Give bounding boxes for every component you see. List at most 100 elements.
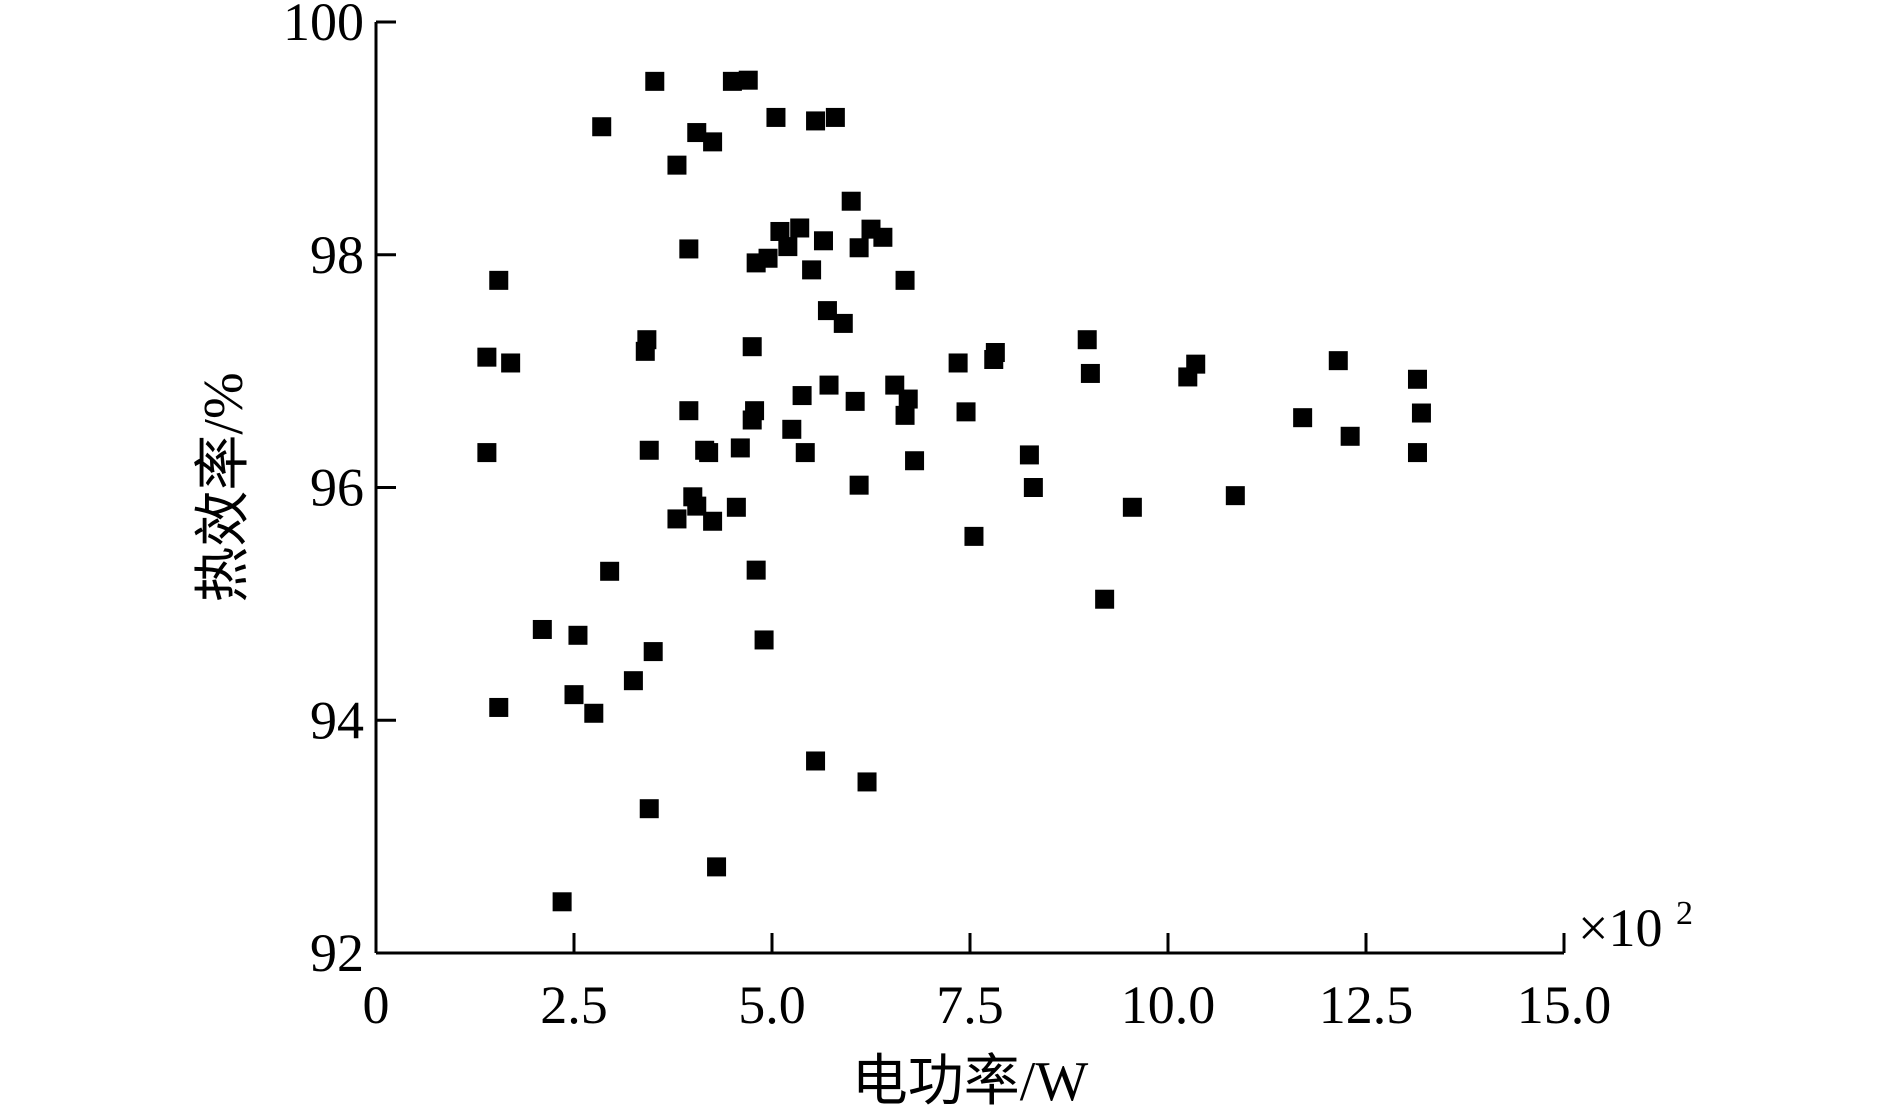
data-point	[722, 71, 742, 91]
data-point	[639, 440, 659, 460]
data-point	[1225, 486, 1245, 506]
data-point	[806, 751, 826, 771]
data-point	[985, 343, 1005, 363]
axis-labels: 电功率/W 热效率/% ×10 2	[193, 372, 1693, 1113]
data-point	[745, 401, 765, 421]
x-axis-multiplier-exponent: 2	[1676, 895, 1693, 932]
data-point	[1411, 403, 1431, 423]
data-point	[845, 391, 865, 411]
data-point	[1186, 354, 1206, 374]
data-point	[948, 353, 968, 373]
data-point	[592, 117, 612, 137]
data-point	[639, 799, 659, 819]
data-point	[667, 509, 687, 529]
data-point	[1340, 426, 1360, 446]
data-points	[477, 70, 1431, 912]
data-point	[489, 270, 509, 290]
x-tick-label: 7.5	[936, 975, 1004, 1035]
data-point	[687, 496, 707, 516]
x-tick-label: 2.5	[540, 975, 608, 1035]
data-point	[956, 402, 976, 422]
x-axis-multiplier-base: ×10	[1578, 898, 1662, 958]
data-point	[679, 239, 699, 259]
data-point	[667, 155, 687, 175]
data-point	[584, 703, 604, 723]
data-point	[623, 671, 643, 691]
data-point	[703, 511, 723, 531]
data-point	[770, 221, 790, 241]
data-point	[477, 347, 497, 367]
data-point	[679, 401, 699, 421]
data-point	[1077, 330, 1097, 350]
data-point	[857, 772, 877, 792]
x-axis-multiplier: ×10 2	[1578, 895, 1693, 958]
data-point	[1328, 351, 1348, 371]
data-point	[600, 561, 620, 581]
data-point	[817, 301, 837, 321]
x-tick-label: 10.0	[1121, 975, 1216, 1035]
y-tick-label: 100	[283, 0, 364, 52]
y-tick-label: 94	[310, 690, 364, 750]
data-point	[726, 497, 746, 517]
x-tick-label: 5.0	[738, 975, 806, 1035]
data-point	[1407, 369, 1427, 389]
y-tick-label: 92	[310, 923, 364, 983]
data-point	[643, 642, 663, 662]
data-point	[477, 443, 497, 463]
data-point	[873, 227, 893, 247]
data-point	[964, 526, 984, 546]
data-point	[1080, 363, 1100, 383]
axes	[374, 22, 1564, 955]
y-tick-label: 98	[310, 225, 364, 285]
data-point	[849, 238, 869, 258]
data-point	[802, 260, 822, 280]
y-tick-label: 96	[310, 458, 364, 518]
data-point	[778, 237, 798, 257]
data-point	[738, 70, 758, 90]
data-point	[806, 111, 826, 131]
data-point	[795, 443, 815, 463]
x-tick-label: 15.0	[1517, 975, 1612, 1035]
data-point	[1023, 478, 1043, 497]
x-tick-label: 12.5	[1319, 975, 1414, 1035]
data-point	[905, 451, 925, 471]
data-point	[782, 419, 802, 439]
data-point	[501, 353, 521, 373]
data-point	[687, 123, 707, 143]
data-point	[754, 630, 774, 650]
data-point	[790, 218, 810, 238]
data-point	[813, 231, 833, 251]
data-point	[552, 892, 572, 912]
data-point	[645, 71, 665, 91]
data-point	[532, 619, 552, 639]
data-point	[730, 438, 750, 458]
data-point	[699, 443, 719, 463]
data-point	[1095, 589, 1115, 609]
data-point	[742, 337, 762, 357]
x-tick-label: 0	[363, 975, 390, 1035]
x-axis-label: 电功率/W	[852, 1051, 1089, 1113]
data-point	[1407, 443, 1427, 463]
data-point	[746, 560, 766, 580]
data-point	[792, 386, 812, 406]
y-axis-label: 热效率/%	[193, 372, 255, 602]
data-point	[833, 313, 853, 333]
data-point	[819, 375, 839, 395]
data-point	[1019, 445, 1039, 465]
data-point	[489, 697, 509, 717]
data-point	[849, 475, 869, 495]
data-point	[568, 625, 588, 645]
data-point	[707, 857, 727, 877]
data-point	[703, 132, 723, 152]
data-point	[825, 107, 845, 127]
data-point	[1293, 408, 1313, 428]
data-point	[564, 685, 584, 705]
data-point	[895, 270, 915, 290]
data-point	[841, 191, 861, 211]
data-point	[637, 330, 657, 350]
data-point	[766, 107, 786, 127]
data-point	[895, 405, 915, 425]
data-point	[1122, 497, 1142, 517]
